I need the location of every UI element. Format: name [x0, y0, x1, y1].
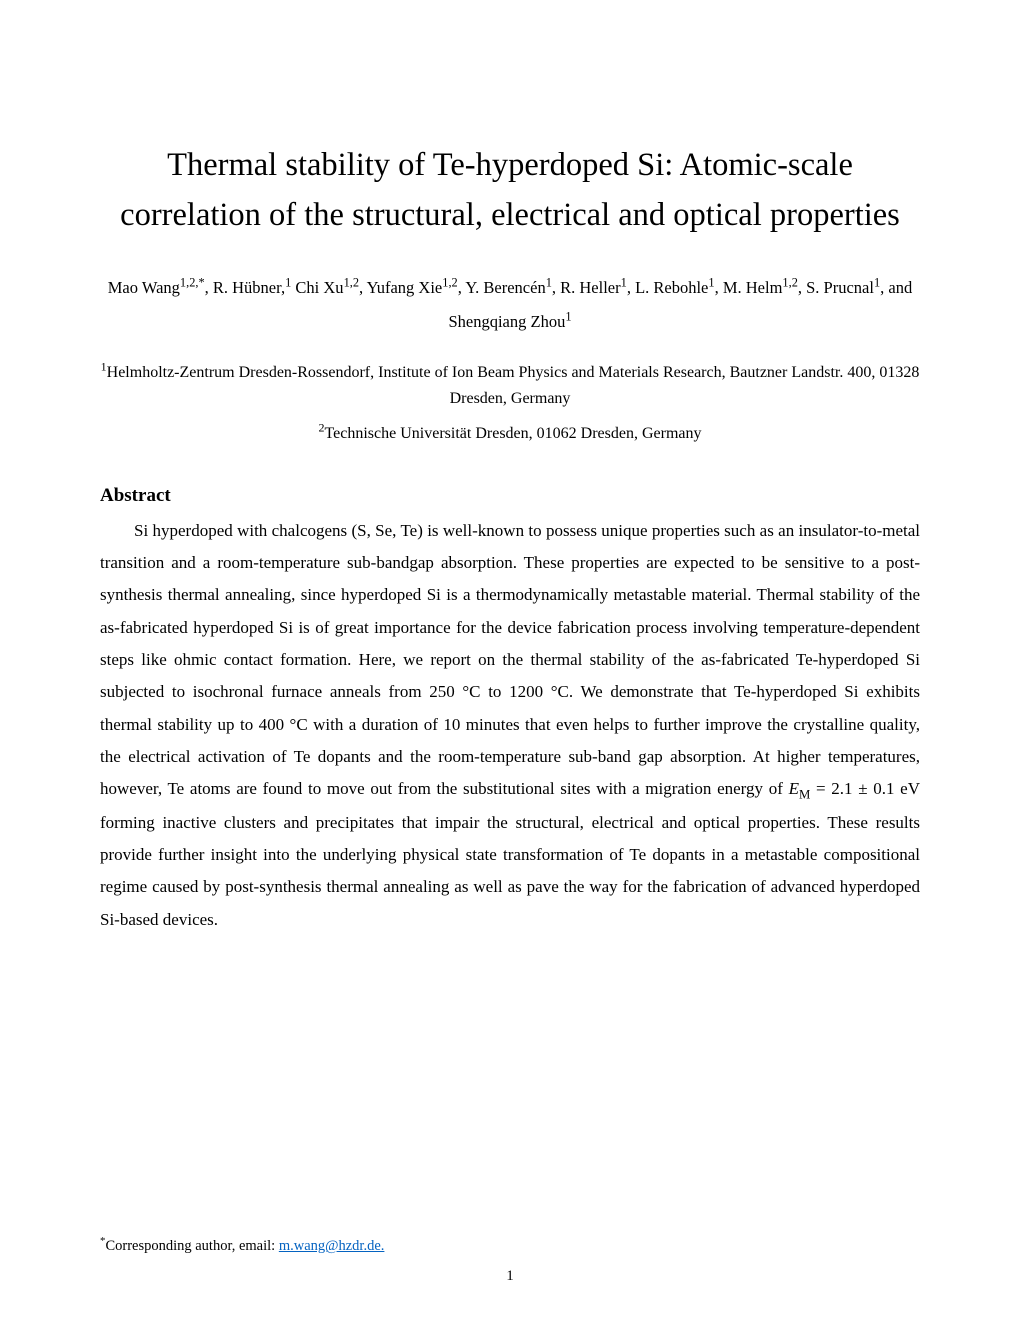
- paper-title: Thermal stability of Te-hyperdoped Si: A…: [100, 140, 920, 241]
- affiliation-1: 1Helmholtz-Zentrum Dresden-Rossendorf, I…: [100, 360, 920, 411]
- affiliation-2: 2Technische Universität Dresden, 01062 D…: [100, 421, 920, 447]
- page-number: 1: [0, 1268, 1020, 1285]
- abstract-heading: Abstract: [100, 485, 920, 507]
- corresponding-author-footnote: *Corresponding author, email: m.wang@hzd…: [100, 1235, 920, 1255]
- abstract-text: Si hyperdoped with chalcogens (S, Se, Te…: [100, 515, 920, 936]
- corresponding-email-link[interactable]: m.wang@hzdr.de.: [279, 1238, 385, 1254]
- author-list: Mao Wang1,2,*, R. Hübner,1 Chi Xu1,2, Yu…: [100, 271, 920, 340]
- footnote-label: Corresponding author, email:: [105, 1238, 278, 1254]
